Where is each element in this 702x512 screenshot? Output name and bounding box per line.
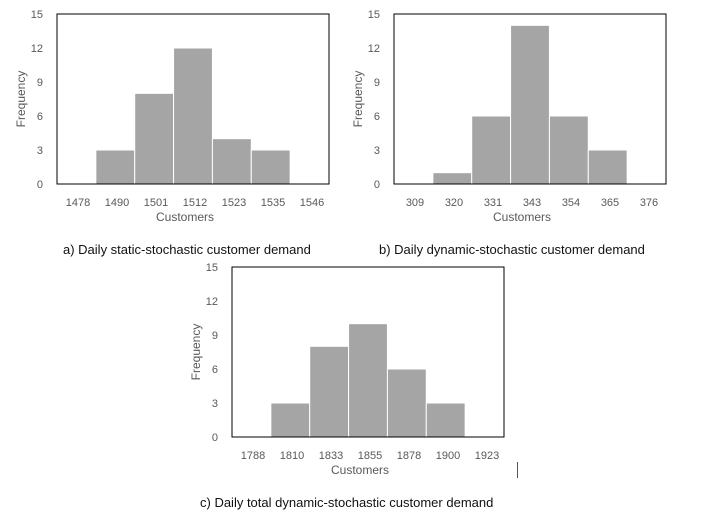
y-tick-label: 3 [37,145,43,157]
histogram-bar [432,172,473,185]
histogram-a-svg: 0 3 6 9 12 15 1478 1490 1501 1512 1523 1535 1546 Cust… [14,9,330,224]
caption-b: b) Daily dynamic-stochastic customer dem… [379,242,645,257]
y-axis-title: Frequency [351,71,365,128]
x-tick-label: 309 [406,197,424,209]
y-tick-label: 0 [37,179,43,191]
y-tick-label: 6 [374,111,380,123]
histogram-bar [134,92,175,185]
histogram-b-svg: 0 3 6 9 12 15 309 320 331 343 354 365 376 Customers Fr… [351,9,667,224]
histogram-bar [587,149,628,185]
caption-c: c) Daily total dynamic-stochastic custom… [200,495,494,510]
y-axis-title: Frequency [189,324,203,381]
y-tick-label: 12 [368,43,380,55]
histogram-bar [548,115,589,185]
y-tick-label: 0 [374,179,380,191]
x-tick-label: 1900 [436,450,460,462]
x-tick-label: 331 [484,197,502,209]
plot-frame [393,13,667,185]
y-tick-label: 9 [37,77,43,89]
y-tick-label: 6 [37,111,43,123]
y-tick-label: 9 [374,77,380,89]
histogram-bar [95,149,136,185]
y-tick-label: 6 [212,364,218,376]
x-axis-title: Customers [156,210,214,224]
x-axis-title: Customers [493,210,551,224]
x-tick-label: 1523 [222,197,246,209]
x-tick-label: 1490 [105,197,129,209]
x-tick-label: 1501 [144,197,168,209]
histogram-bar [173,47,213,185]
histogram-bar [270,402,311,438]
x-tick-label: 343 [523,197,541,209]
histogram-bar [250,149,291,185]
x-tick-label: 1535 [261,197,285,209]
histogram-bar [211,138,252,185]
x-tick-label: 1855 [358,450,382,462]
x-tick-label: 1878 [397,450,421,462]
y-tick-label: 9 [212,330,218,342]
histogram-bar [425,402,466,438]
x-tick-label: 376 [640,197,658,209]
histogram-bar [510,24,550,185]
histogram-chart-a: 0 3 6 9 12 15 1478 1490 1501 1512 1523 1535 1546 Cust… [0,0,351,240]
x-tick-label: 1546 [300,197,324,209]
x-axis-title: Customers [331,463,389,477]
caption-a: a) Daily static-stochastic customer dema… [63,242,311,257]
x-tick-label: 1923 [475,450,499,462]
histogram-chart-c: 0 3 6 9 12 15 1788 1810 1833 1855 1878 1900 1923 Cust… [175,253,526,493]
histogram-bar [386,368,427,438]
histogram-bar [348,323,388,438]
y-tick-label: 3 [374,145,380,157]
y-tick-label: 3 [212,398,218,410]
x-tick-label: 1788 [241,450,265,462]
x-tick-label: 365 [601,197,619,209]
plot-frame [231,266,505,438]
y-axis-title: Frequency [14,71,28,128]
y-tick-label: 12 [206,296,218,308]
x-tick-label: 320 [445,197,463,209]
y-tick-label: 12 [31,43,43,55]
x-tick-label: 1833 [319,450,343,462]
x-tick-label: 1478 [66,197,90,209]
text-cursor-mark [517,462,518,478]
plot-frame [56,13,330,185]
histogram-chart-b: 0 3 6 9 12 15 309 320 331 343 354 365 376 Customers Fr… [337,0,688,240]
x-tick-label: 1512 [183,197,207,209]
histogram-bar [471,115,512,185]
histogram-c-svg: 0 3 6 9 12 15 1788 1810 1833 1855 1878 1900 1923 Cust… [189,262,505,477]
x-tick-label: 1810 [280,450,304,462]
y-tick-label: 15 [368,9,380,21]
x-tick-label: 354 [562,197,580,209]
histogram-bar [309,345,350,438]
y-tick-label: 0 [212,432,218,444]
y-tick-label: 15 [206,262,218,274]
y-tick-label: 15 [31,9,43,21]
